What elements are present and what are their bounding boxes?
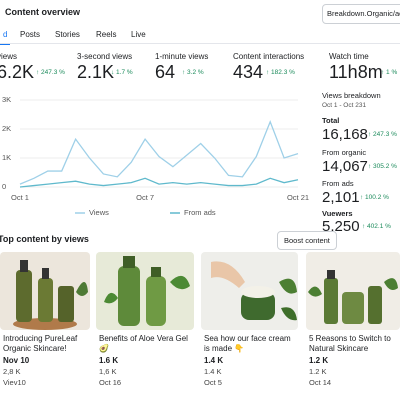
post-detail: 1,6 K: [99, 367, 117, 376]
metric-change: ↑ 182.3 %: [266, 69, 295, 76]
post-detail: 2,8 K: [3, 367, 21, 376]
post-detail: 1.4 K: [204, 367, 222, 376]
y-tick-label: 3K: [2, 95, 11, 104]
post-image: [306, 252, 400, 330]
metric-value: 11h8m: [329, 62, 383, 82]
x-tick-label: Oct 7: [136, 193, 154, 202]
post-detail: Viev10: [3, 378, 26, 387]
y-tick-label: 2K: [2, 124, 11, 133]
y-tick-label: 0: [2, 182, 6, 191]
tab[interactable]: d: [0, 30, 11, 45]
breakdown-value: 5,250: [322, 218, 360, 235]
breakdown-title: Views breakdown: [322, 91, 381, 100]
metric-label: views: [0, 52, 18, 61]
tab[interactable]: Live: [131, 30, 146, 39]
post-card[interactable]: Benefits of Aloe Vera Gel 🥑 1.6 K 1,6 K …: [96, 252, 194, 402]
post-detail: 1.6 K: [99, 356, 119, 365]
breakdown-label: Vuewers: [322, 209, 353, 218]
metric-change: ↓ 1.7 %: [111, 69, 133, 76]
post-image: [96, 252, 194, 330]
metric-change: ↑ 1 %: [381, 69, 398, 76]
metric-change: ↑ 3.2 %: [182, 69, 204, 76]
post-detail: 1.2 K: [309, 356, 329, 365]
post-card[interactable]: Sea how our face cream is made 👇 1.4 K 1…: [201, 252, 298, 402]
breakdown-label: Total: [322, 116, 340, 125]
x-tick-label: Oct 1: [11, 193, 29, 202]
breakdown-change: ↑ 305.2 %: [368, 163, 397, 170]
post-detail: Oct 5: [204, 378, 222, 387]
post-detail: Oct 16: [99, 378, 122, 387]
breakdown-change: ↑ 402.1 %: [362, 223, 391, 230]
post-detail: Nov 10: [3, 356, 30, 365]
breakdown-value: 2,101: [322, 189, 360, 206]
tab[interactable]: Stories: [55, 30, 80, 39]
post-detail: 1.2 K: [309, 367, 327, 376]
metric-change: ↑ 247.3 %: [36, 69, 65, 76]
metric-value: 6.2K: [0, 62, 35, 82]
metric-label: 3-second views: [77, 52, 133, 61]
legend-label: From ads: [184, 208, 216, 217]
series-line: [19, 177, 299, 188]
post-detail: Oct 14: [309, 378, 332, 387]
legend-label: Views: [89, 208, 109, 217]
post-image: [0, 252, 90, 330]
metric-label: Content interactions: [233, 52, 305, 61]
metric-value: 64: [155, 62, 176, 82]
post-title: Sea how our face cream is made 👇: [204, 334, 291, 353]
breakdown-change: ↑ 100.2 %: [360, 194, 389, 201]
breakdown-value: 14,067: [322, 158, 368, 175]
metric-label: 1-minute views: [155, 52, 209, 61]
breakdown-dropdown[interactable]: Breakdown.Organic/ac: [322, 4, 400, 24]
post-image: [201, 252, 298, 330]
series-line: [19, 119, 299, 185]
section-title: Top content by views: [0, 234, 89, 244]
x-tick-label: Oct 21: [287, 193, 309, 202]
tab[interactable]: Posts: [20, 30, 41, 39]
metric-label: Watch time: [329, 52, 369, 61]
tab[interactable]: Reels: [96, 30, 117, 39]
post-title: Benefits of Aloe Vera Gel 🥑: [99, 334, 188, 353]
page-title: Content overview: [5, 7, 81, 17]
breakdown-dates: Oct 1 - Oct 231: [322, 102, 367, 109]
line-chart: 0 1K 2K 3K Oct 1 Oct 7 Oct 21 Views From ads: [2, 95, 309, 217]
breakdown-change: ↑ 247.3 %: [368, 131, 397, 138]
post-card[interactable]: Introducing PureLeaf Organic Skincare! N…: [0, 252, 90, 402]
post-card[interactable]: 5 Reasons to Switch to Natural Skincare …: [306, 252, 400, 402]
divider: [0, 43, 400, 44]
breakdown-label: From ads: [322, 179, 354, 188]
post-title: Introducing PureLeaf Organic Skincare!: [3, 334, 78, 353]
post-title: 5 Reasons to Switch to Natural Skincare: [309, 334, 391, 353]
metric-value: 434: [233, 62, 264, 82]
post-detail: 1.4 K: [204, 356, 224, 365]
breakdown-value: 16,168: [322, 126, 368, 143]
breakdown-label: From organic: [322, 148, 367, 157]
boost-button[interactable]: Boost content: [277, 231, 337, 250]
metric-value: 2.1K: [77, 62, 115, 82]
y-tick-label: 1K: [2, 153, 11, 162]
